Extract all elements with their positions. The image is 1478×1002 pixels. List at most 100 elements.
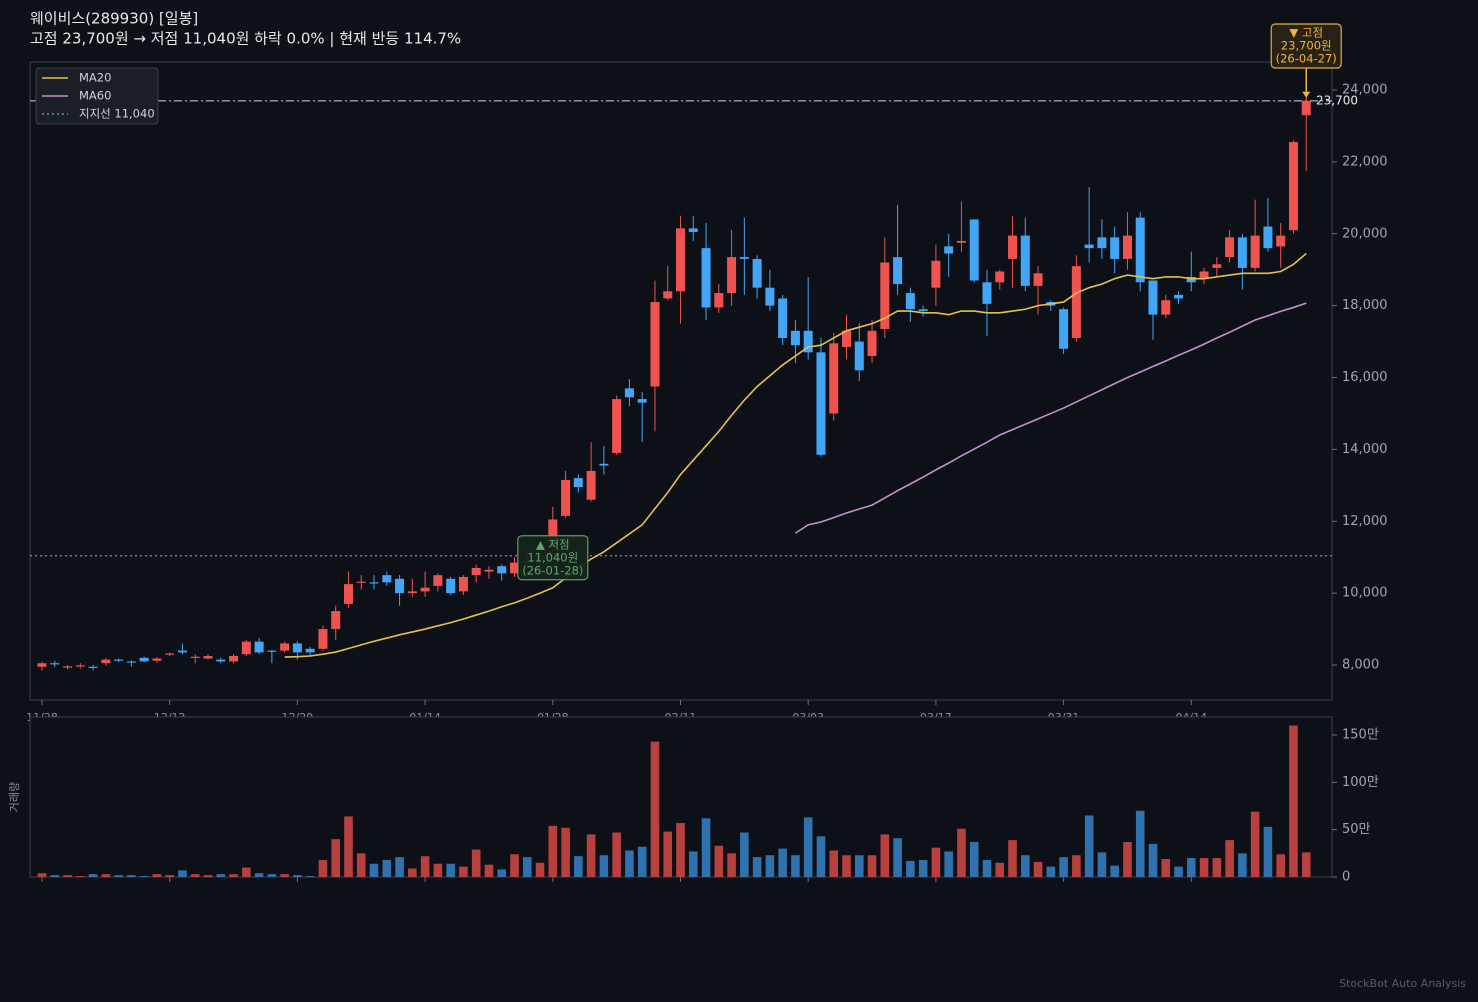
legend-label: MA20 <box>79 71 111 85</box>
candle-body <box>63 666 73 668</box>
volume-axis-label: 거래량 <box>8 782 21 812</box>
candle-body <box>816 352 826 455</box>
candle-body <box>561 479 571 516</box>
volume-bar <box>1212 858 1222 877</box>
annotation-text: 11,040원 <box>527 550 578 564</box>
candle-body <box>254 641 264 653</box>
candle-body <box>969 219 979 281</box>
volume-bar <box>1020 855 1030 877</box>
volume-bar <box>152 874 162 877</box>
volume-bar <box>1110 865 1119 877</box>
price-panel <box>29 61 1333 701</box>
volume-bar <box>650 741 660 877</box>
volume-bar <box>1084 815 1094 877</box>
candle-body <box>829 343 839 414</box>
y-tick-label: 14,000 <box>1342 442 1388 457</box>
candle-body <box>1097 237 1107 249</box>
volume-bar <box>714 845 724 877</box>
volume-bar <box>1123 841 1132 877</box>
annotation-text: ▲ 저점 <box>536 537 570 551</box>
candle-body <box>893 257 903 285</box>
candle-body <box>37 663 47 667</box>
candle-body <box>267 650 277 652</box>
candle-body <box>216 659 226 662</box>
candle-body <box>956 240 966 243</box>
volume-bar <box>331 839 341 877</box>
candle-body <box>369 582 379 584</box>
volume-bar <box>791 855 800 877</box>
volume-bar <box>37 873 47 877</box>
volume-bar <box>254 873 264 877</box>
annotation-text: ▼ 고점 <box>1289 26 1323 40</box>
volume-bar <box>548 825 558 877</box>
candle-body <box>1288 142 1298 231</box>
candle-body <box>573 478 583 488</box>
candle-body <box>599 463 609 466</box>
volume-bar <box>752 857 762 877</box>
volume-bar <box>382 859 392 877</box>
volume-bar <box>178 870 187 877</box>
candle-body <box>995 271 1005 283</box>
volume-bar <box>982 859 992 877</box>
candle-body <box>624 388 634 398</box>
volume-bar <box>76 876 85 877</box>
volume-bar <box>1174 866 1183 877</box>
candle-body <box>944 246 954 254</box>
volume-bar <box>408 868 417 877</box>
volume-bar <box>1033 861 1043 877</box>
candle-body <box>114 659 124 661</box>
candle-body <box>637 399 647 403</box>
ma-line <box>284 252 1307 658</box>
candle-body <box>1071 266 1081 338</box>
volume-bar <box>740 832 749 877</box>
candle-body <box>701 248 711 308</box>
volume-bar <box>663 831 673 877</box>
volume-bar <box>229 874 238 877</box>
volume-bar <box>242 867 251 877</box>
volume-bar <box>471 849 481 877</box>
candle-body <box>1110 237 1120 259</box>
candle-body <box>318 629 328 649</box>
volume-bar <box>918 859 928 877</box>
y-tick-label: 8,000 <box>1342 657 1379 672</box>
candle-body <box>458 576 468 592</box>
candle-body <box>305 648 315 653</box>
candle-body <box>1301 100 1311 116</box>
volume-bar <box>305 876 315 877</box>
candle-body <box>407 591 417 594</box>
candle-body <box>1084 244 1094 249</box>
candle-body <box>203 656 213 659</box>
candle-body <box>612 399 622 453</box>
volume-bar <box>139 876 149 877</box>
volume-bar <box>203 875 213 877</box>
volume-bar <box>880 834 890 877</box>
volume-bar <box>344 816 353 877</box>
annotation-text: (26-04-27) <box>1276 52 1337 66</box>
candle-body <box>1174 294 1184 299</box>
candle-body <box>1237 237 1247 268</box>
candle-body <box>471 567 481 576</box>
candle-body <box>1059 309 1069 349</box>
volume-bar <box>931 847 941 877</box>
volume-bar <box>318 859 328 877</box>
annotation-text: (26-01-28) <box>522 563 583 577</box>
candle-body <box>420 587 430 592</box>
peak-line-label: 23,700 <box>1316 93 1358 107</box>
volume-bar <box>293 875 302 877</box>
candle-body <box>867 330 877 356</box>
candle-body <box>1033 273 1043 286</box>
volume-bar <box>765 855 775 877</box>
volume-bar <box>459 866 468 877</box>
volume-bar <box>816 836 826 877</box>
candle-body <box>1135 217 1145 283</box>
candle-body <box>1020 235 1030 286</box>
volume-bar <box>356 853 366 877</box>
candle-body <box>190 656 200 658</box>
candle-body <box>1148 280 1158 315</box>
volume-bar <box>969 841 979 877</box>
candle-body <box>1161 300 1171 315</box>
candle-body <box>356 581 366 583</box>
volume-bar <box>280 874 289 877</box>
volume-bar <box>127 875 136 877</box>
